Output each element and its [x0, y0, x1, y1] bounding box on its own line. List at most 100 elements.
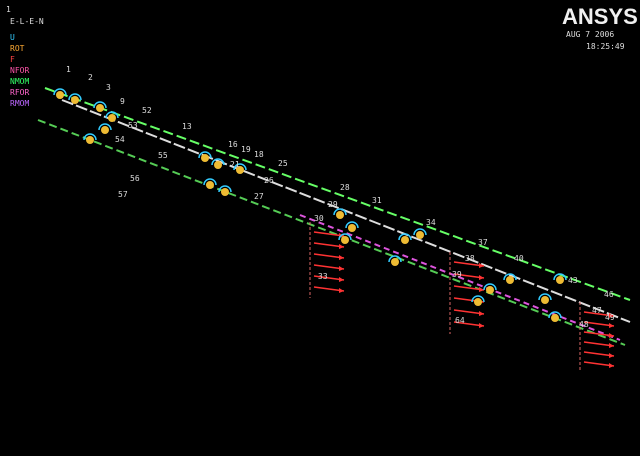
beam: [299, 214, 621, 341]
node-symbol: [348, 224, 356, 232]
time: 18:25:49: [586, 42, 625, 51]
moment-symbol: [538, 293, 552, 301]
arrow-head: [609, 353, 614, 358]
legend-entry: ROT: [10, 44, 25, 53]
beam: [37, 119, 626, 346]
arrow-head: [479, 323, 484, 328]
node-label: 40: [514, 254, 524, 263]
arrow-head: [479, 311, 484, 316]
arrow-head: [339, 255, 344, 260]
node-symbol: [71, 96, 79, 104]
node-symbol: [474, 298, 482, 306]
node-label: 56: [130, 174, 140, 183]
view-label: E-L-E-N: [10, 17, 44, 26]
moment-symbol: [83, 133, 97, 141]
node-label: 43: [568, 276, 578, 285]
node-symbol: [556, 276, 564, 284]
node-label: 39: [452, 270, 462, 279]
node-label: 13: [182, 122, 192, 131]
node-label: 1: [66, 65, 71, 74]
moment-symbol: [471, 295, 485, 303]
moment-symbol: [413, 228, 427, 236]
node-label: 34: [426, 218, 436, 227]
node-label: 28: [340, 183, 350, 192]
moment-symbol: [483, 283, 497, 291]
moment-symbol: [68, 93, 82, 101]
node-symbol: [341, 236, 349, 244]
node-symbol: [391, 258, 399, 266]
node-label: 30: [314, 214, 324, 223]
node-label: 9: [120, 97, 125, 106]
arrow-head: [479, 263, 484, 268]
moment-symbol: [398, 233, 412, 241]
node-label: 26: [264, 176, 274, 185]
arrow-head: [339, 244, 344, 249]
loads: [53, 88, 615, 372]
node-symbol: [541, 296, 549, 304]
moment-symbol: [211, 158, 225, 166]
node-symbol: [206, 181, 214, 189]
node-symbol: [486, 286, 494, 294]
moment-symbol: [338, 233, 352, 241]
node-symbol: [201, 154, 209, 162]
legend-entry: NMOM: [10, 77, 29, 86]
node-label: 29: [328, 200, 338, 209]
window-number: 1: [6, 5, 11, 14]
moment-symbol: [503, 273, 517, 281]
node-label: 49: [605, 313, 615, 322]
node-symbol: [86, 136, 94, 144]
node-label: 33: [318, 272, 328, 281]
node-label: 16: [228, 140, 238, 149]
node-label: 64: [455, 316, 465, 325]
moment-symbol: [203, 178, 217, 186]
node-symbol: [236, 166, 244, 174]
arrow-head: [479, 275, 484, 280]
node-symbol: [506, 276, 514, 284]
date: AUG 7 2006: [566, 30, 614, 39]
arrow-head: [609, 313, 614, 318]
node-label: 27: [254, 192, 264, 201]
node-label: 3: [106, 83, 111, 92]
node-symbol: [336, 211, 344, 219]
node-label: 18: [254, 150, 264, 159]
node-label: 21: [230, 160, 240, 169]
node-label: 31: [372, 196, 382, 205]
moment-symbol: [53, 88, 67, 96]
moment-symbol: [333, 208, 347, 216]
arrow-head: [339, 266, 344, 271]
node-label: 53: [128, 121, 138, 130]
node-label: 25: [278, 159, 288, 168]
moment-symbol: [93, 101, 107, 109]
node-label: 2: [88, 73, 93, 82]
node-label: 52: [142, 106, 152, 115]
node-symbol: [221, 188, 229, 196]
moment-symbol: [553, 273, 567, 281]
node-label: 54: [115, 135, 125, 144]
arrow-head: [609, 333, 614, 338]
arrow-head: [479, 287, 484, 292]
node-label: 47: [592, 306, 602, 315]
node-symbol: [56, 91, 64, 99]
legend-entry: RFOR: [10, 88, 29, 97]
moment-symbol: [345, 221, 359, 229]
legend-entry: NFOR: [10, 66, 29, 75]
node-symbol: [101, 126, 109, 134]
moment-symbol: [388, 255, 402, 263]
legend-entry: F: [10, 55, 15, 64]
node-symbol: [96, 104, 104, 112]
legend-entry: U: [10, 33, 15, 42]
arrow-head: [609, 323, 614, 328]
moment-symbol: [218, 185, 232, 193]
arrow-head: [339, 288, 344, 293]
moment-symbol: [548, 311, 562, 319]
node-symbol: [108, 114, 116, 122]
node-symbol: [551, 314, 559, 322]
beam: [44, 87, 631, 301]
moment-symbol: [105, 111, 119, 119]
moment-symbol: [198, 151, 212, 159]
moment-symbol: [98, 123, 112, 131]
node-symbol: [416, 231, 424, 239]
moment-symbol: [233, 163, 247, 171]
node-label: 55: [158, 151, 168, 160]
